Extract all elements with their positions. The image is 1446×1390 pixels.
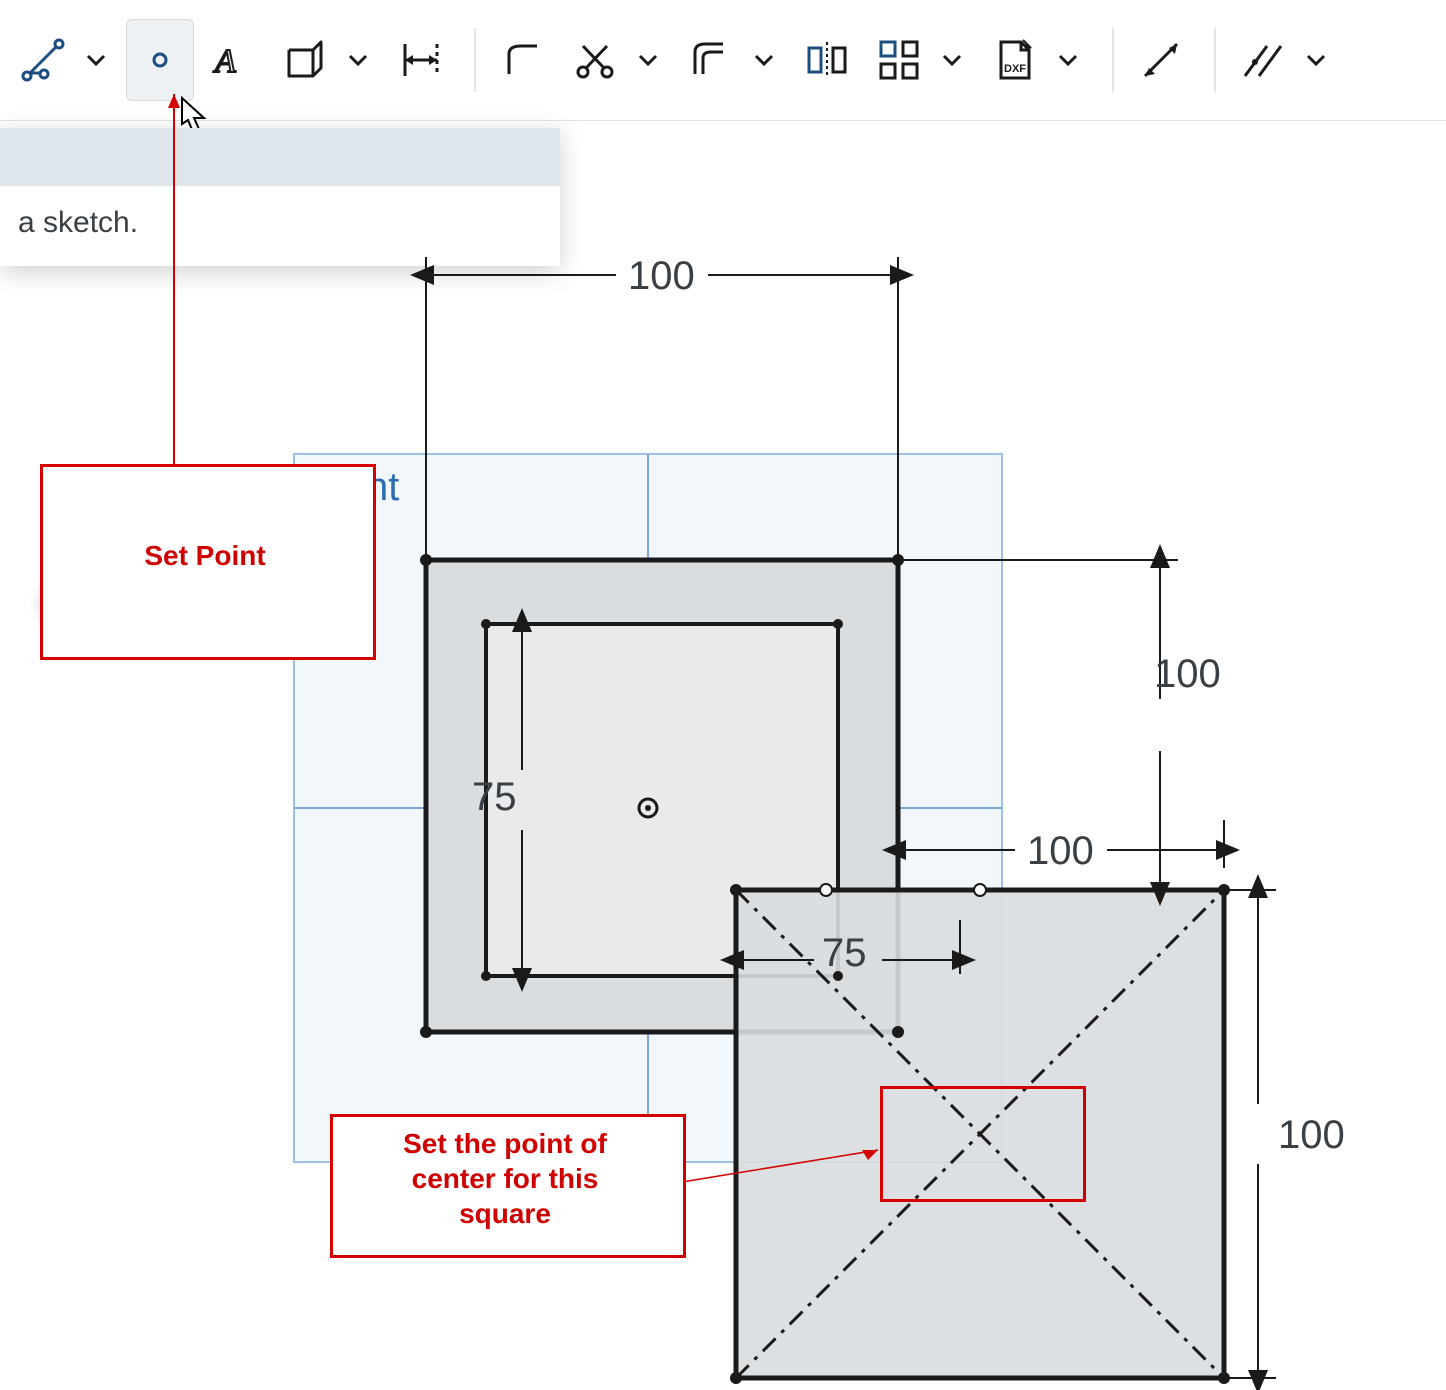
plane-tool-button[interactable] (272, 20, 338, 100)
sketch-toolbar: A DXF (0, 0, 1446, 121)
svg-text:100: 100 (628, 254, 695, 298)
svg-text:100: 100 (1278, 1113, 1345, 1157)
svg-text:100: 100 (1027, 829, 1094, 873)
toolbar-separator (1214, 28, 1216, 92)
toolbar-separator (474, 28, 476, 92)
trim-tool-button[interactable] (562, 20, 628, 100)
transform-tool-button[interactable] (1128, 20, 1194, 100)
tool-tooltip-text: a sketch. (0, 186, 560, 260)
dxf-tool-button[interactable]: DXF (982, 20, 1048, 100)
svg-text:A: A (213, 43, 236, 80)
svg-text:100: 100 (1154, 652, 1221, 696)
toolbar-separator (1112, 28, 1114, 92)
tool-tooltip: a sketch. (0, 128, 560, 266)
pattern-tool-dropdown[interactable] (938, 49, 966, 71)
pattern-tool-button[interactable] (866, 20, 932, 100)
dimension-tool-button[interactable] (388, 20, 454, 100)
text-tool-button[interactable]: A (200, 20, 266, 100)
line-tool-dropdown[interactable] (82, 49, 110, 71)
plane-tool-dropdown[interactable] (344, 49, 372, 71)
dxf-tool-dropdown[interactable] (1054, 49, 1082, 71)
svg-text:DXF: DXF (1004, 63, 1026, 75)
trim-tool-dropdown[interactable] (634, 49, 662, 71)
point-tool-button[interactable] (126, 19, 194, 101)
svg-text:75: 75 (822, 931, 867, 975)
constraint-tool-button[interactable] (1230, 20, 1296, 100)
line-tool-button[interactable] (10, 20, 76, 100)
fillet-tool-button[interactable] (490, 20, 556, 100)
svg-text:75: 75 (472, 775, 517, 819)
callout-target-box (880, 1086, 1086, 1202)
constraint-tool-dropdown[interactable] (1302, 49, 1330, 71)
callout-label-center: Set the point of center for this square (340, 1126, 670, 1231)
offset-tool-button[interactable] (678, 20, 744, 100)
mirror-tool-button[interactable] (794, 20, 860, 100)
callout-label-set-point: Set Point (70, 538, 340, 573)
offset-tool-dropdown[interactable] (750, 49, 778, 71)
